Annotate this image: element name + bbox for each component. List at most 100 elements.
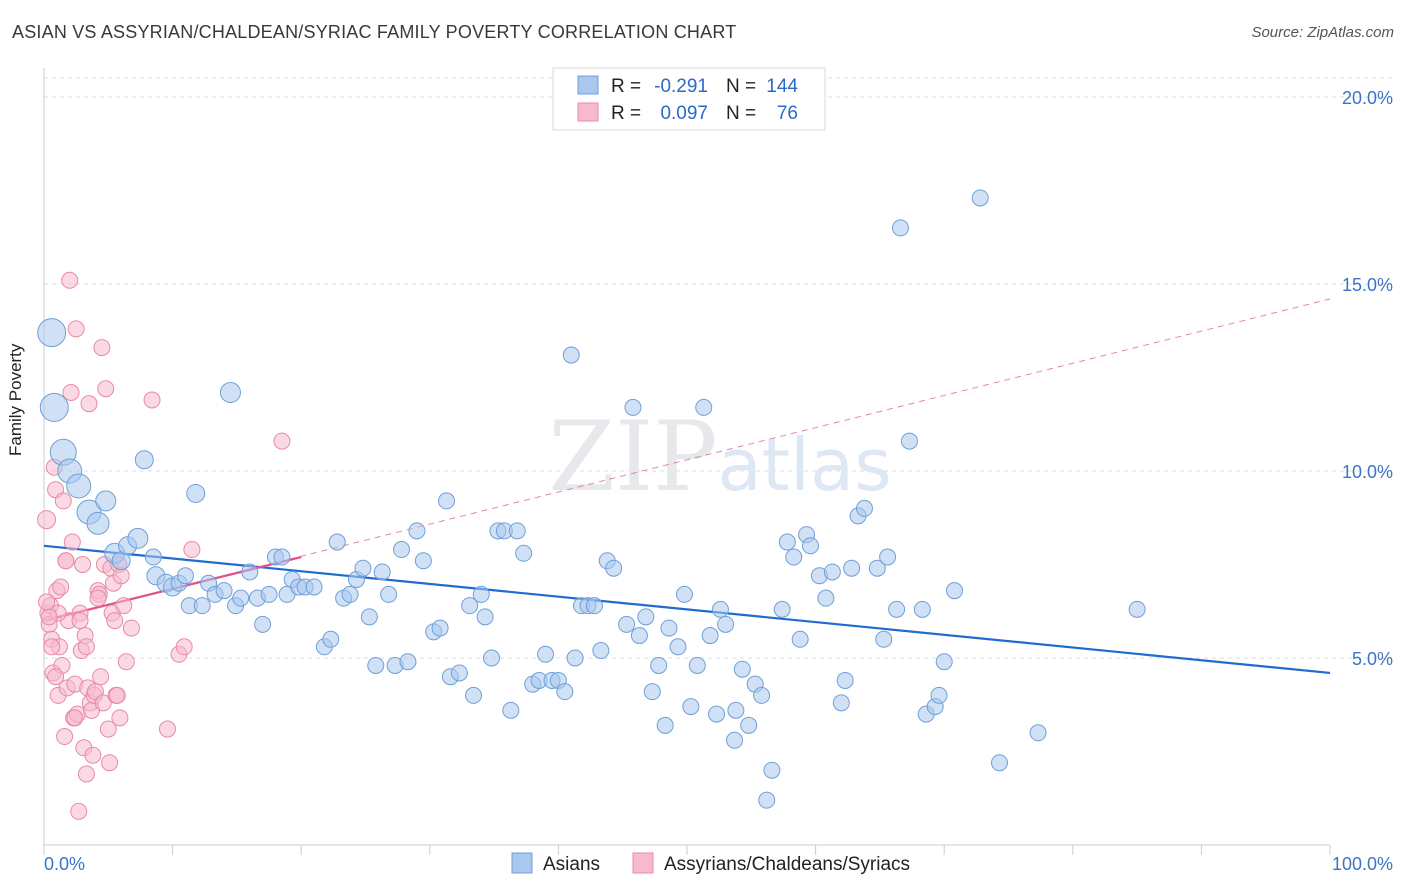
asian-point <box>726 731 744 749</box>
assyrian-point <box>117 653 135 671</box>
y-tick-label: 10.0% <box>1342 462 1393 482</box>
legend-assyrians-swatch <box>632 852 654 874</box>
asian-point <box>836 671 854 689</box>
assyrian-point <box>54 492 72 510</box>
asian-point <box>450 664 468 682</box>
asian-point <box>144 548 162 566</box>
legend-assyrians-label: Assyrians/Chaldeans/Syriacs <box>664 854 910 875</box>
asian-point <box>945 582 963 600</box>
asian-point <box>675 585 693 603</box>
assyrians-swatch <box>577 102 599 122</box>
asian-point <box>134 450 154 470</box>
asian-point <box>414 552 432 570</box>
asian-point <box>86 511 110 535</box>
asian-point <box>682 698 700 716</box>
asian-point <box>39 392 69 422</box>
asian-point <box>260 585 278 603</box>
assyrian-point <box>97 380 115 398</box>
asian-point <box>695 398 713 416</box>
asian-point <box>891 219 909 237</box>
asian-point <box>832 694 850 712</box>
asian-point <box>254 615 272 633</box>
asian-point <box>817 589 835 607</box>
assyrian-point <box>38 593 56 611</box>
assyrian-point <box>106 612 124 630</box>
asian-point <box>605 559 623 577</box>
assyrian-point <box>47 668 65 686</box>
assyrian-point <box>84 746 102 764</box>
assyrian-point <box>111 709 129 727</box>
asian-point <box>688 656 706 674</box>
assyrian-point <box>99 720 117 738</box>
asian-point <box>556 683 574 701</box>
asian-point <box>273 548 291 566</box>
asian-point <box>630 627 648 645</box>
assyrian-point <box>61 271 79 289</box>
asian-point <box>618 615 636 633</box>
asian-point <box>801 537 819 555</box>
tick-labels: 5.0% 10.0% 15.0% 20.0% 0.0% 100.0% <box>44 88 1393 874</box>
asian-point <box>643 683 661 701</box>
asian-point <box>585 597 603 615</box>
asian-point <box>360 608 378 626</box>
asian-point <box>660 619 678 637</box>
asian-point <box>823 563 841 581</box>
assyrian-point <box>62 383 80 401</box>
asian-point <box>193 597 211 615</box>
data-points <box>37 189 1146 820</box>
asian-point <box>868 559 886 577</box>
assyrian-point <box>273 432 291 450</box>
asian-point <box>515 544 533 562</box>
legend-asians-swatch <box>511 852 533 874</box>
asian-point <box>701 627 719 645</box>
asian-point <box>773 600 791 618</box>
assyrian-point <box>89 589 107 607</box>
asian-point <box>656 716 674 734</box>
asians-swatch <box>577 75 599 95</box>
asian-point <box>508 522 526 540</box>
assyrian-point <box>93 339 111 357</box>
asian-point <box>888 600 906 618</box>
asian-point <box>354 559 372 577</box>
asian-point <box>465 686 483 704</box>
assyrian-point <box>37 510 57 530</box>
asian-point <box>566 649 584 667</box>
asian-point <box>711 600 729 618</box>
x-tick-label-min: 0.0% <box>44 854 85 874</box>
assyrian-point <box>74 556 92 573</box>
asian-point <box>843 559 861 577</box>
series-legend: Asians Assyrians/Chaldeans/Syriacs <box>511 852 910 875</box>
assyrian-point <box>94 694 112 712</box>
asian-point <box>399 653 417 671</box>
x-tick-label-max: 100.0% <box>1332 854 1393 874</box>
asian-point <box>328 533 346 551</box>
asian-point <box>791 630 809 648</box>
axes <box>43 68 1331 855</box>
asian-point <box>367 656 385 674</box>
asian-point <box>592 642 610 660</box>
r-value: -0.291 <box>654 76 708 97</box>
assyrian-point <box>67 320 85 338</box>
asian-point <box>305 578 323 596</box>
asian-point <box>637 608 655 626</box>
asian-point <box>875 630 893 648</box>
asian-point <box>935 653 953 671</box>
assyrian-point <box>143 391 161 409</box>
asian-point <box>127 527 149 549</box>
asian-point <box>763 761 781 779</box>
asian-point <box>241 563 259 581</box>
y-tick-label: 15.0% <box>1342 275 1393 295</box>
assyrian-point <box>158 720 176 738</box>
assyrian-point <box>43 638 61 656</box>
asian-point <box>740 716 758 734</box>
n-label: N = <box>726 103 756 124</box>
asian-point <box>215 582 233 600</box>
legend-asians-label: Asians <box>543 854 600 875</box>
asian-point <box>431 619 449 637</box>
asian-point <box>537 645 555 663</box>
asian-point <box>900 432 918 450</box>
asian-point <box>95 490 117 512</box>
assyrian-point <box>115 597 133 615</box>
asian-point <box>930 686 948 704</box>
